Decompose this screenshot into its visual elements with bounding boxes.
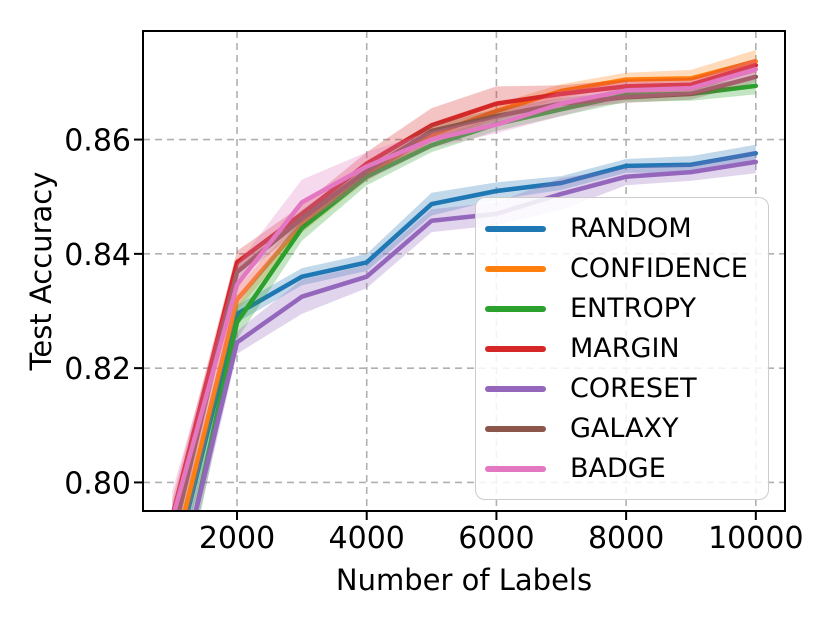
legend-item-entropy: ENTROPY — [476, 295, 768, 322]
legend-label: GALAXY — [570, 413, 679, 444]
legend-label: ENTROPY — [570, 293, 696, 324]
x-tick-label: 2000 — [199, 521, 275, 556]
legend-label: CONFIDENCE — [570, 253, 748, 284]
x-tick-label: 8000 — [588, 521, 664, 556]
legend-swatch-entropy — [485, 305, 546, 312]
legend-label: MARGIN — [570, 333, 680, 364]
series-line-badge — [172, 67, 759, 511]
legend-swatch-coreset — [485, 385, 546, 392]
legend-swatch-galaxy — [485, 425, 546, 432]
legend-item-badge: BADGE — [476, 455, 768, 482]
x-axis-label: Number of Labels — [336, 563, 592, 597]
legend-item-confidence: CONFIDENCE — [476, 255, 768, 282]
legend-item-random: RANDOM — [476, 215, 768, 242]
y-tick-label: 0.80 — [64, 466, 131, 501]
series-line-coreset — [193, 159, 759, 511]
legend-label: RANDOM — [570, 213, 692, 244]
legend-item-galaxy: GALAXY — [476, 415, 768, 442]
legend: RANDOM CONFIDENCE ENTROPY MARGIN CORESET GALA… — [475, 197, 769, 500]
x-tick-label: 4000 — [329, 521, 405, 556]
legend-label: BADGE — [570, 453, 666, 484]
axes-spines — [142, 30, 786, 512]
series-line-margin — [171, 63, 759, 511]
y-axis-label: Test Accuracy — [24, 172, 58, 372]
plot-area — [171, 49, 759, 511]
series-band-coreset — [191, 150, 756, 511]
legend-swatch-badge — [485, 465, 546, 472]
legend-label: CORESET — [570, 373, 697, 404]
legend-swatch-random — [485, 225, 546, 232]
y-tick-label: 0.86 — [64, 124, 131, 159]
x-tick-label: 10000 — [708, 521, 803, 556]
x-tick-label: 6000 — [458, 521, 534, 556]
legend-item-margin: MARGIN — [476, 335, 768, 362]
legend-swatch-confidence — [485, 265, 546, 272]
y-tick-label: 0.82 — [64, 352, 131, 387]
series-line-random — [185, 151, 759, 511]
y-tick-label: 0.84 — [64, 238, 131, 273]
legend-swatch-margin — [485, 345, 546, 352]
legend-item-coreset: CORESET — [476, 375, 768, 402]
